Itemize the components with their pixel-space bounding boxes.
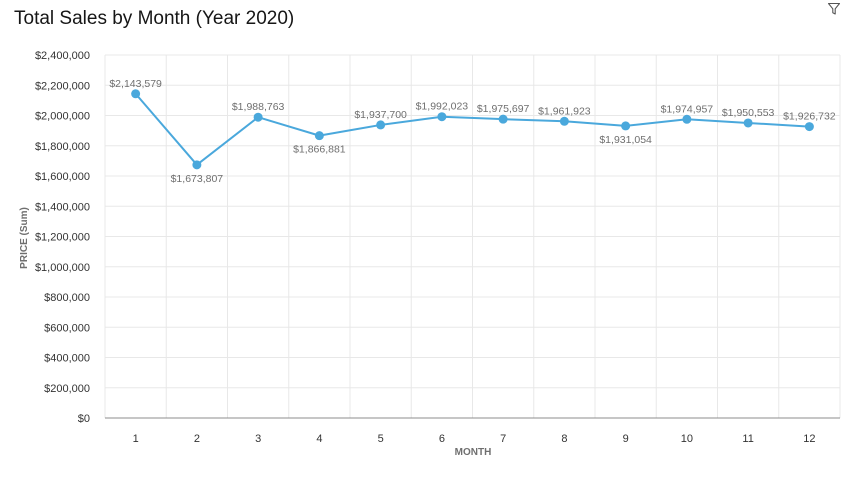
data-point[interactable] [559, 116, 569, 126]
data-point[interactable] [804, 122, 814, 132]
data-point[interactable] [498, 114, 508, 124]
data-label: $2,143,579 [109, 78, 162, 90]
data-label: $1,937,700 [354, 109, 407, 121]
data-label: $1,974,957 [661, 103, 714, 115]
y-tick-label: $1,000,000 [35, 262, 90, 274]
series-line [134, 93, 810, 166]
x-tick-label: 9 [623, 433, 629, 445]
x-tick-label: 8 [561, 433, 567, 445]
chart-title: Total Sales by Month (Year 2020) [14, 8, 295, 29]
y-tick-label: $2,000,000 [35, 111, 90, 123]
data-label: $1,866,881 [293, 144, 346, 156]
x-tick-label: 10 [681, 433, 693, 445]
data-point[interactable] [376, 120, 386, 130]
x-tick-label: 2 [194, 433, 200, 445]
y-tick-label: $1,400,000 [35, 201, 90, 213]
data-labels: $2,143,579 $1,673,807 $1,988,763 $1,866,881… [109, 78, 835, 185]
y-tick-label: $600,000 [44, 322, 90, 334]
y-tick-label: $0 [78, 413, 90, 425]
data-label: $1,992,023 [416, 101, 469, 113]
x-tick-label: 12 [803, 433, 815, 445]
y-tick-label: $1,600,000 [35, 171, 90, 183]
data-point[interactable] [682, 114, 692, 124]
y-tick-label: $2,200,000 [35, 80, 90, 92]
y-tick-label: $1,200,000 [35, 232, 90, 244]
y-tick-label: $400,000 [44, 353, 90, 365]
data-point[interactable] [437, 112, 447, 122]
y-tick-label: $800,000 [44, 292, 90, 304]
data-point[interactable] [314, 131, 324, 141]
grid-lines [104, 54, 841, 418]
data-point[interactable] [621, 121, 631, 131]
data-label: $1,950,553 [722, 107, 775, 119]
x-tick-label: 1 [133, 433, 139, 445]
data-label: $1,926,732 [783, 111, 836, 123]
x-tick-label: 7 [500, 433, 506, 445]
y-tick-label: $200,000 [44, 383, 90, 395]
y-tick-label: $2,400,000 [35, 50, 90, 62]
data-point[interactable] [192, 160, 202, 170]
y-tick-label: $1,800,000 [35, 141, 90, 153]
data-label: $1,975,697 [477, 103, 530, 115]
x-tick-labels: 1 2 3 4 5 6 7 8 9 10 11 12 [133, 433, 816, 445]
data-point[interactable] [131, 89, 141, 99]
x-tick-label: 3 [255, 433, 261, 445]
y-tick-labels: $0 $200,000 $400,000 $600,000 $800,000 $1,000… [35, 50, 90, 425]
data-label: $1,673,807 [171, 173, 224, 185]
x-axis-title: MONTH [455, 447, 492, 458]
filter-icon[interactable] [827, 2, 841, 16]
data-points [131, 89, 814, 170]
series-line-layer [134, 93, 810, 166]
data-label: $1,961,923 [538, 105, 591, 117]
x-tick-label: 5 [378, 433, 384, 445]
data-point[interactable] [743, 118, 753, 128]
data-label: $1,931,054 [599, 134, 652, 146]
y-axis-title: PRICE (Sum) [19, 207, 30, 269]
x-tick-label: 4 [316, 433, 322, 445]
x-tick-label: 6 [439, 433, 445, 445]
x-tick-label: 11 [742, 433, 753, 445]
data-point[interactable] [253, 112, 263, 122]
data-label: $1,988,763 [232, 101, 285, 113]
